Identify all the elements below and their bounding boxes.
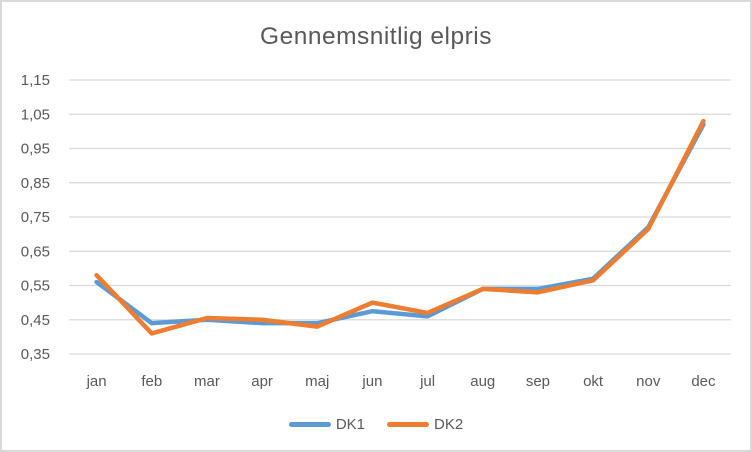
x-axis-category-label: sep xyxy=(526,373,550,390)
y-axis-tick-label: 0,75 xyxy=(21,209,50,226)
y-axis-tick-label: 0,65 xyxy=(21,243,50,260)
legend-item-dk2: DK2 xyxy=(387,416,463,433)
x-axis-category-label: apr xyxy=(251,373,273,390)
x-axis-category-label: dec xyxy=(691,373,716,390)
x-axis-category-label: jun xyxy=(361,373,382,390)
y-axis-tick-label: 0,35 xyxy=(21,346,50,363)
x-axis-category-label: mar xyxy=(194,373,220,390)
x-axis-category-label: jul xyxy=(419,373,435,390)
y-axis-tick-label: 0,85 xyxy=(21,175,50,192)
chart-title: Gennemsnitlig elpris xyxy=(260,23,492,50)
x-axis-category-label: aug xyxy=(470,373,495,390)
y-axis-tick-label: 1,05 xyxy=(21,106,50,123)
x-axis-category-label: jan xyxy=(86,373,107,390)
legend-item-dk1: DK1 xyxy=(288,416,365,433)
y-axis-tick-label: 0,95 xyxy=(21,141,50,158)
legend-label-dk2: DK2 xyxy=(434,416,464,433)
y-axis-tick-label: 0,45 xyxy=(21,312,50,329)
legend-label-dk1: DK1 xyxy=(335,416,365,433)
x-axis-category-label: feb xyxy=(141,373,162,390)
x-axis-category-label: okt xyxy=(583,373,604,390)
y-axis-tick-label: 1,15 xyxy=(21,72,50,89)
x-axis-category-label: nov xyxy=(636,373,661,390)
series-line-dk1 xyxy=(94,122,706,326)
chart-legend: DK1 DK2 xyxy=(2,416,750,433)
legend-swatch-dk2 xyxy=(387,422,429,427)
legend-swatch-dk1 xyxy=(288,422,331,427)
x-axis-category-label: maj xyxy=(305,373,329,390)
y-axis-tick-label: 0,55 xyxy=(21,278,50,295)
series-line-dk2 xyxy=(94,118,706,336)
